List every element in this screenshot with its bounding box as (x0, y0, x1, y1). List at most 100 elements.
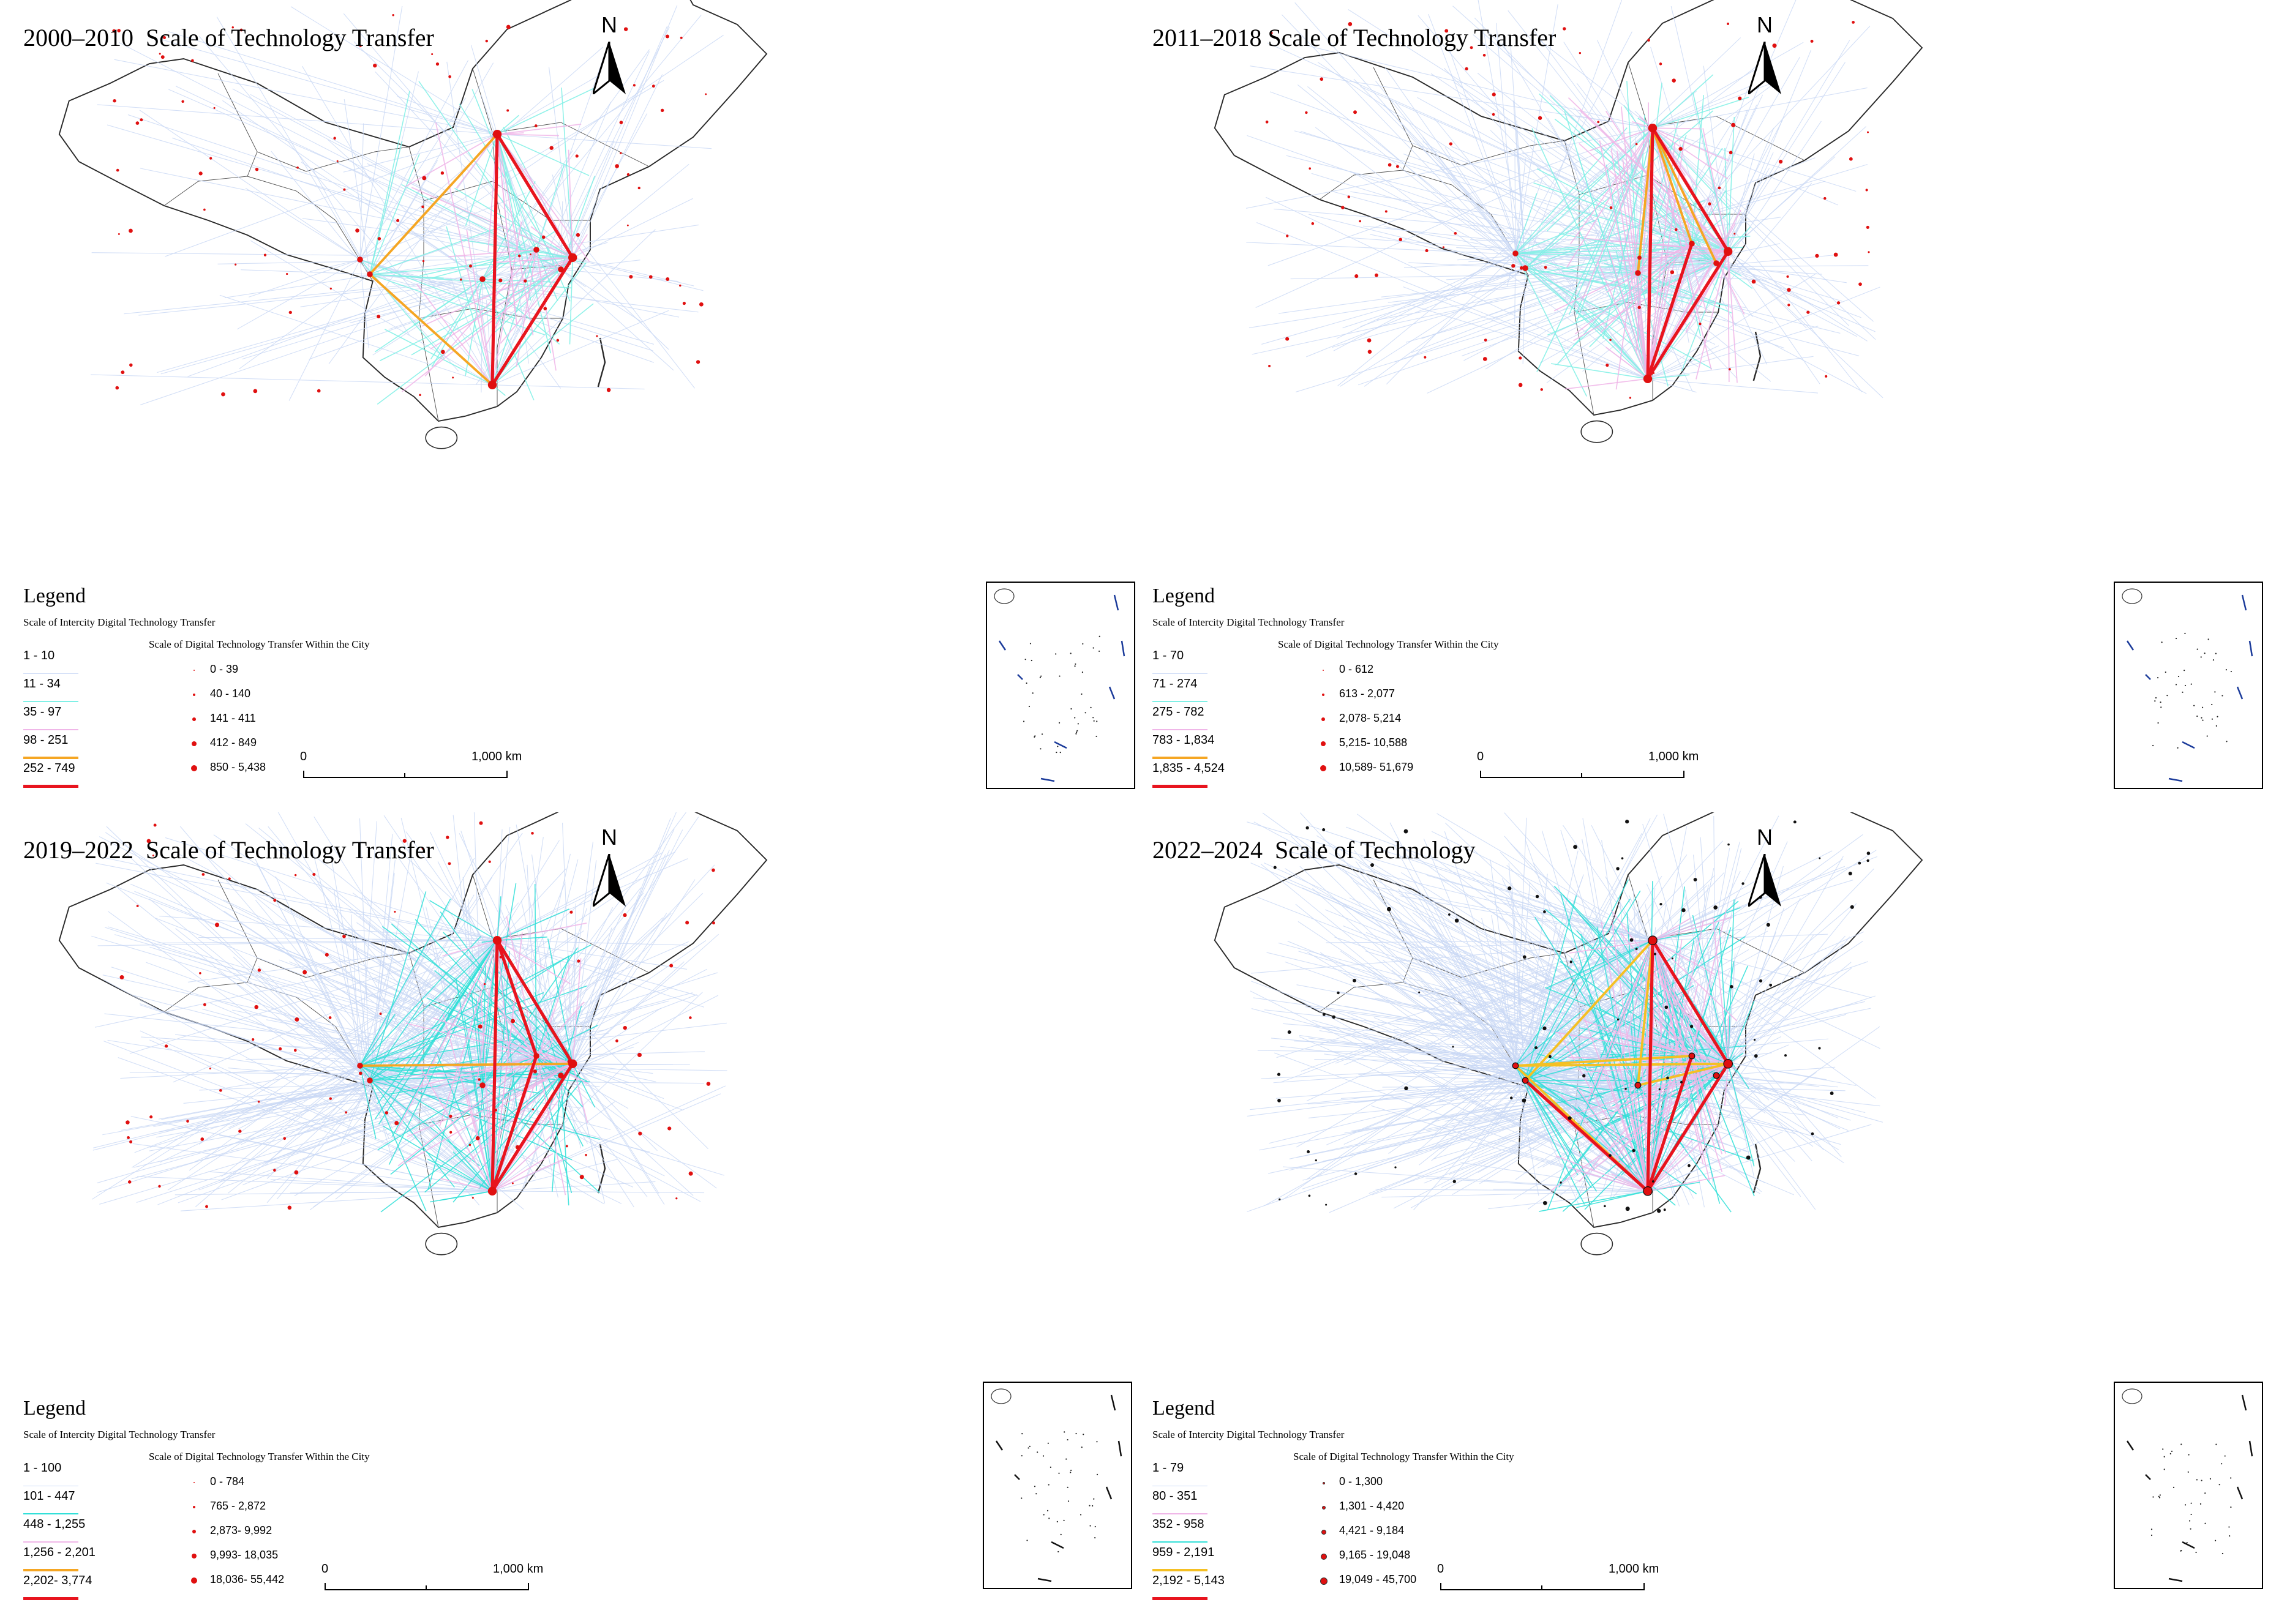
city-point (221, 392, 225, 397)
island-point (2229, 1535, 2231, 1537)
transfer-flow-line (1647, 378, 1697, 393)
transfer-flow-line (492, 951, 510, 1191)
transfer-flow-line (1481, 918, 1526, 1081)
transfer-flow-line (459, 833, 573, 1065)
island-point (1059, 752, 1061, 754)
transfer-flow-line (462, 1063, 573, 1121)
transfer-flow-line (396, 940, 498, 1133)
transfer-flow-line (228, 1065, 361, 1129)
city-point (492, 936, 502, 945)
city-point (1519, 356, 1522, 360)
transfer-flow-line (1261, 268, 1526, 345)
city-point (680, 36, 683, 39)
transfer-flow-line (1563, 127, 1653, 302)
city-point (1359, 220, 1361, 223)
transfer-flow-line (103, 979, 493, 1192)
city-point (1560, 1181, 1562, 1184)
island-point (1057, 746, 1059, 747)
city-point (533, 1069, 537, 1074)
island-point (2206, 735, 2208, 737)
island-point (1083, 1434, 1084, 1435)
north-arrow-icon: N (1743, 825, 1786, 916)
city-point (127, 1136, 130, 1139)
transfer-flow-line (1531, 128, 1648, 380)
city-point (1442, 246, 1444, 249)
transfer-flow-line (91, 252, 573, 258)
city-point (478, 1024, 483, 1029)
transfer-flow-line (400, 817, 493, 1191)
transfer-flow-line (239, 274, 370, 370)
scale-bar: 0 1,000 km (321, 1562, 554, 1599)
city-point (558, 266, 564, 272)
transfer-flow-line (97, 940, 498, 946)
city-point (127, 1180, 132, 1184)
transfer-flow-line (1647, 286, 1880, 380)
transfer-flow-line (573, 1063, 664, 1099)
city-point (1754, 1054, 1758, 1058)
maritime-boundary-segment (1110, 1394, 1116, 1411)
transfer-flow-line (497, 896, 501, 941)
island-point (2190, 1528, 2191, 1530)
scale-zero: 0 (1477, 750, 1484, 763)
transfer-flow-line (471, 89, 537, 250)
city-point (129, 363, 133, 367)
transfer-flow-line (1652, 127, 1707, 313)
transfer-flow-line (1727, 251, 1738, 383)
intracity-class-label: 9,165 - 19,048 (1339, 1549, 1411, 1561)
island-point (1098, 635, 1100, 637)
city-point (543, 307, 547, 311)
maritime-boundary-segment (998, 640, 1007, 651)
city-point (1452, 1180, 1456, 1183)
island-point (1037, 1451, 1038, 1453)
scale-bar: 0 1,000 km (1437, 1562, 1670, 1599)
city-point (203, 1003, 206, 1006)
transfer-flow-line (572, 198, 693, 258)
intercity-legend-title: Scale of Intercity Digital Technology Tr… (23, 1429, 216, 1440)
transfer-flow-line (227, 1080, 370, 1194)
transfer-flow-line (471, 993, 493, 1191)
city-point (1624, 1088, 1627, 1090)
transfer-flow-line (359, 945, 432, 1066)
intracity-legend-title: Scale of Digital Technology Transfer Wit… (1293, 1451, 1514, 1462)
city-point (1325, 1203, 1328, 1206)
transfer-flow-line (1256, 222, 1648, 380)
transfer-flow-line (421, 256, 573, 327)
city-point (619, 121, 623, 124)
transfer-flow-line (1611, 921, 1648, 1191)
city-point (312, 873, 316, 876)
city-point (1659, 62, 1662, 65)
transfer-flow-line (374, 940, 498, 1120)
transfer-flow-line (1545, 987, 1729, 1065)
city-point (199, 972, 201, 975)
transfer-flow-line (1261, 1065, 1516, 1079)
city-point (623, 1025, 627, 1030)
transfer-flow-line (1250, 65, 1653, 129)
city-point (1786, 275, 1789, 278)
island-point (2215, 725, 2217, 727)
transfer-flow-line (1727, 1036, 1782, 1065)
line-swatch (1152, 784, 1207, 788)
transfer-flow-line (482, 883, 517, 1086)
intercity-class-row: 35 - 97 (23, 705, 146, 731)
transfer-flow-line (1659, 982, 1729, 1065)
legend: Legend Scale of Intercity Digital Techno… (23, 585, 464, 793)
city-point (1753, 1039, 1756, 1041)
transfer-flow-line (1716, 1066, 1836, 1076)
city-point (1522, 265, 1528, 271)
city-point (1670, 270, 1675, 275)
transfer-flow-line (407, 1063, 573, 1137)
transfer-flow-line (369, 955, 569, 1081)
city-point (1819, 857, 1821, 859)
city-point (1634, 1082, 1642, 1089)
city-point (626, 173, 630, 176)
city-point (1418, 991, 1421, 993)
transfer-flow-line (1577, 1106, 1648, 1192)
city-point (1731, 122, 1736, 127)
city-point (152, 855, 154, 857)
city-point (638, 1131, 642, 1136)
transfer-flow-line (335, 1085, 483, 1200)
transfer-flow-line (228, 1068, 370, 1081)
transfer-flow-line (1538, 39, 1653, 129)
transfer-flow-line (1727, 1063, 1812, 1162)
city-point (483, 983, 486, 986)
